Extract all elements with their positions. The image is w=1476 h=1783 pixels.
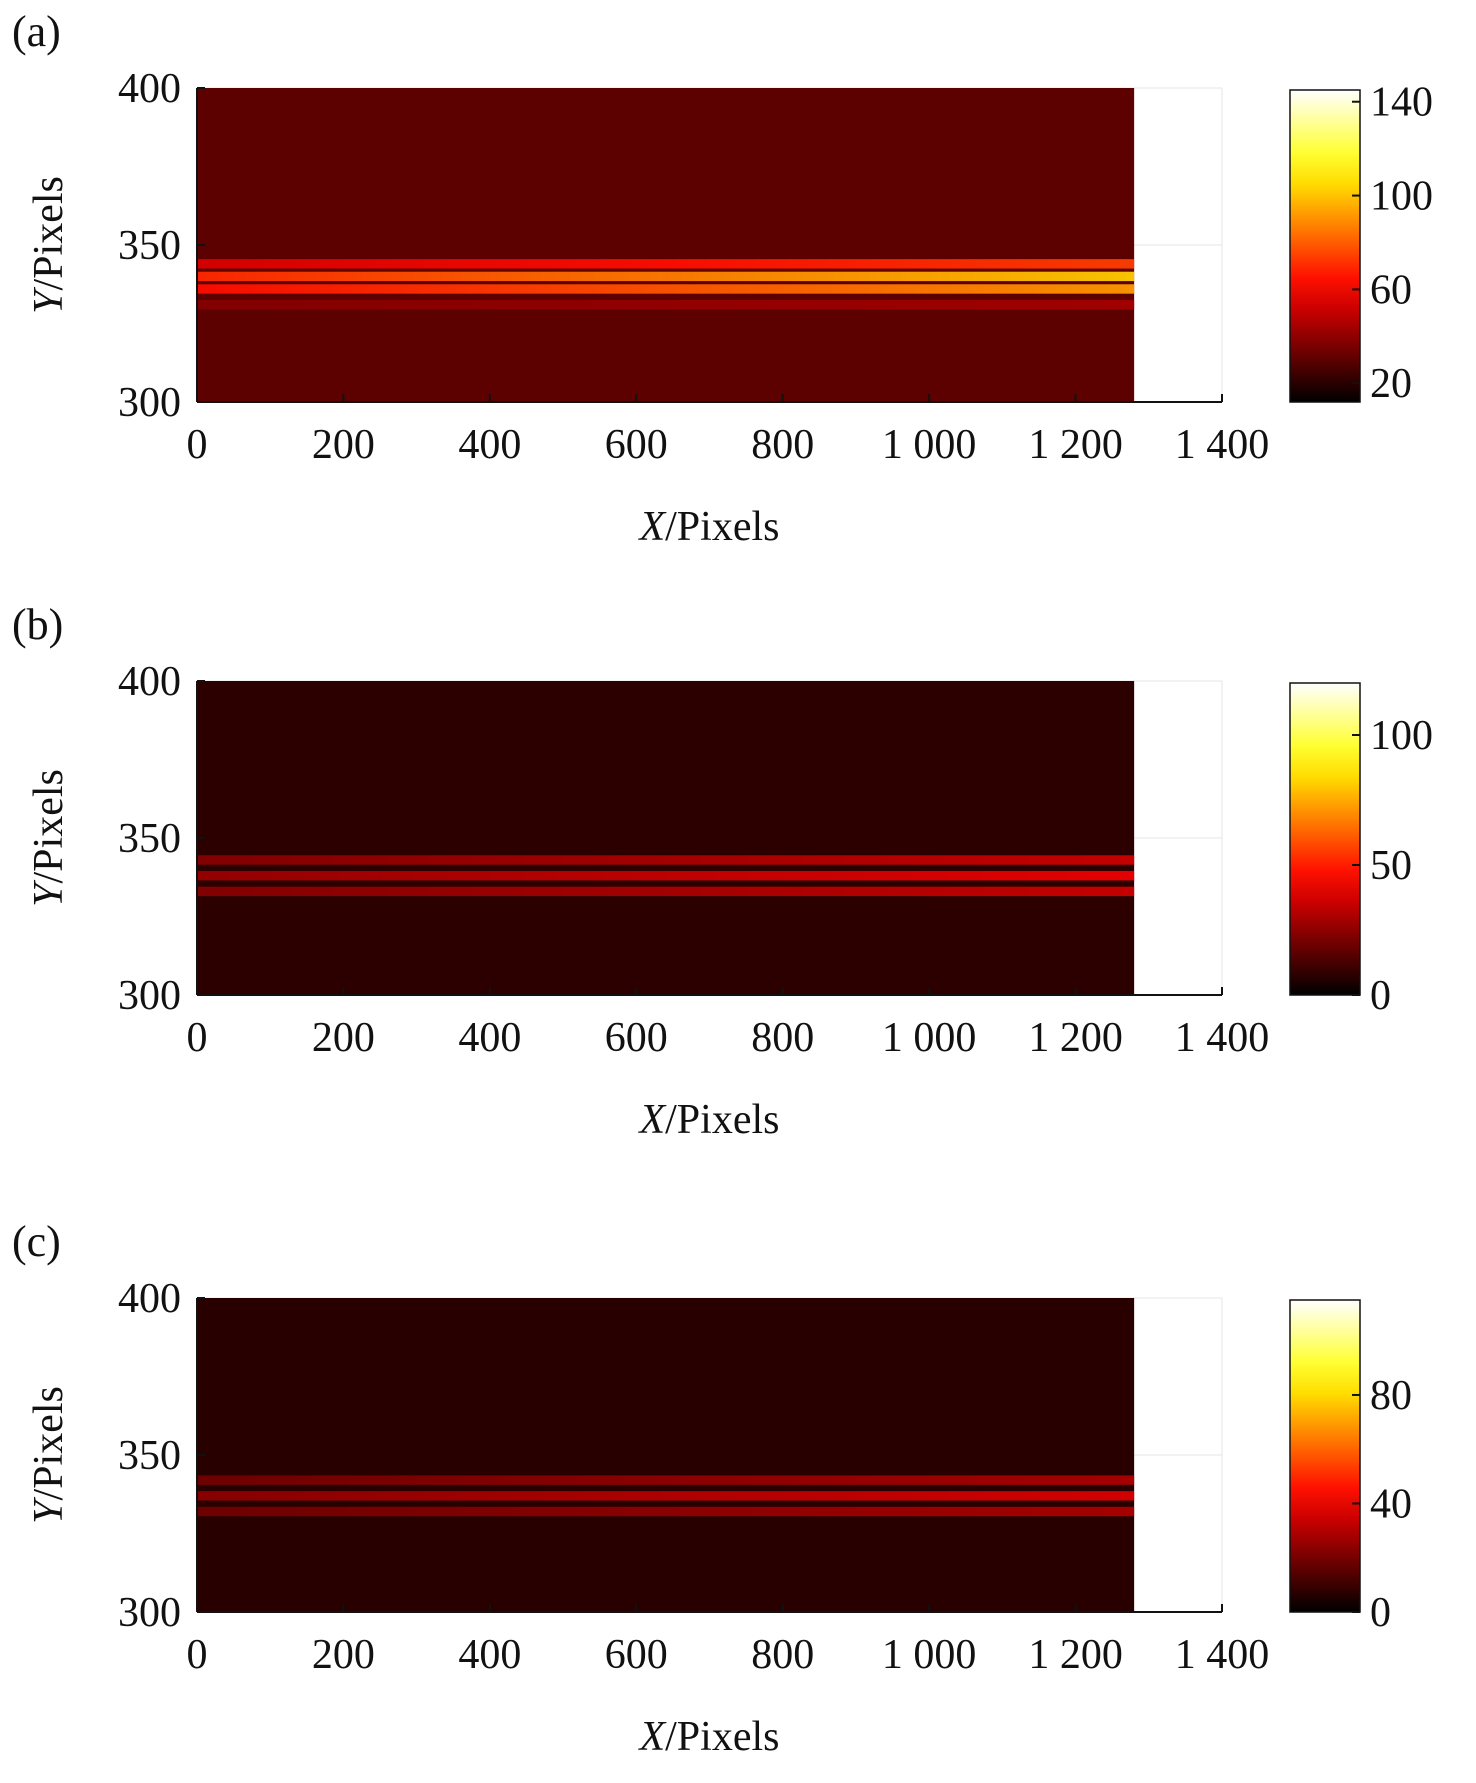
colorbar-tick-label: 0 <box>1370 1590 1391 1636</box>
colorbar-tick-label: 100 <box>1370 713 1433 759</box>
y-tick-label: 400 <box>118 1276 181 1322</box>
panel-label: (c) <box>12 1217 61 1266</box>
heatmap-chart: 0 200 400 600 800 1 000 1 200 1 400300350400X/P… <box>26 1276 1412 1760</box>
x-tick-label: 800 <box>751 1632 814 1678</box>
heatmap-band <box>197 1506 1135 1517</box>
x-tick-label: 1 200 <box>1028 1632 1123 1678</box>
x-tick-label: 800 <box>751 422 814 468</box>
x-tick-label: 600 <box>605 422 668 468</box>
colorbar-tick-label: 60 <box>1370 267 1412 313</box>
y-tick-label: 300 <box>118 1590 181 1636</box>
heatmap-background <box>197 1298 1135 1612</box>
heatmap-chart: 0 200 400 600 800 1 000 1 200 1 400 300 350 400 X/P… <box>26 659 1433 1143</box>
x-tick-label: 1 400 <box>1175 422 1270 468</box>
x-tick-label: 0 <box>187 1632 208 1678</box>
x-tick-label: 600 <box>605 1632 668 1678</box>
x-tick-label: 1 000 <box>882 422 977 468</box>
heatmap-band <box>197 284 1135 294</box>
x-tick-label: 200 <box>312 1632 375 1678</box>
x-tick-label: 1 000 <box>882 1015 977 1061</box>
y-axis-label-unit: /Pixels <box>26 769 72 883</box>
panel-label: (b) <box>12 600 64 649</box>
x-axis-label-var: X <box>637 504 667 550</box>
y-tick-label: 300 <box>118 973 181 1019</box>
panel-b: (b) 0 200 400 600 800 1 000 1 200 1 400 300 350 40… <box>0 593 1476 1153</box>
x-tick-label: 200 <box>312 1015 375 1061</box>
y-tick-label: 350 <box>118 816 181 862</box>
panel-label: (a) <box>12 7 61 56</box>
x-axis-label-unit: /Pixels <box>665 504 779 550</box>
colorbar-tick-label: 80 <box>1370 1373 1412 1419</box>
x-axis-label-unit: /Pixels <box>665 1097 779 1143</box>
heatmap-band <box>197 886 1135 897</box>
y-axis-label-var: Y <box>26 286 72 314</box>
y-axis-label: Y/Pixels <box>26 769 72 907</box>
x-tick-label: 1 200 <box>1028 1015 1123 1061</box>
x-axis-label-var: X <box>637 1097 667 1143</box>
y-axis-label-var: Y <box>26 1496 72 1524</box>
colorbar <box>1289 1299 1361 1613</box>
y-axis-label: Y/Pixels <box>26 176 72 314</box>
colorbar-tick-label: 20 <box>1370 361 1412 407</box>
heatmap-background <box>197 681 1135 995</box>
panel-a: (a) 0 200 400 600 800 1 000 1 200 1 400 300 350 40… <box>0 0 1476 560</box>
heatmap-chart: 0 200 400 600 800 1 000 1 200 1 400 300 350 400 X/P… <box>26 66 1433 550</box>
heatmap-band <box>197 271 1135 282</box>
y-axis-label-unit: /Pixels <box>26 176 72 290</box>
colorbar-tick-label: 140 <box>1370 80 1433 126</box>
y-tick-label: 400 <box>118 659 181 705</box>
x-tick-label: 800 <box>751 1015 814 1061</box>
x-tick-label: 0 <box>187 1015 208 1061</box>
x-tick-label: 1 200 <box>1028 422 1123 468</box>
y-tick-label: 350 <box>118 1433 181 1479</box>
y-axis-label: Y/Pixels <box>26 1386 72 1524</box>
x-tick-label: 1 400 <box>1175 1632 1270 1678</box>
heatmap-band <box>197 1475 1135 1485</box>
y-axis-label-var: Y <box>26 879 72 907</box>
panel-c: (c) 0 200 400 600 800 1 000 1 200 1 400 300 350 40… <box>0 1210 1476 1770</box>
y-tick-label: 400 <box>118 66 181 112</box>
y-axis-label-unit: /Pixels <box>26 1386 72 1500</box>
colorbar-tick-label: 50 <box>1370 843 1412 889</box>
heatmap-band <box>197 1491 1135 1501</box>
x-tick-label: 1 400 <box>1175 1015 1270 1061</box>
y-tick-label: 350 <box>118 223 181 269</box>
colorbar <box>1289 89 1361 403</box>
heatmap-band <box>197 855 1135 865</box>
x-axis-label: X/Pixels <box>637 1097 779 1143</box>
heatmap-background <box>197 88 1135 402</box>
x-tick-label: 400 <box>458 1632 521 1678</box>
heatmap-band <box>197 870 1135 881</box>
x-axis-label: X/Pixels <box>637 504 779 550</box>
x-tick-label: 600 <box>605 1015 668 1061</box>
x-tick-label: 200 <box>312 422 375 468</box>
colorbar-tick-label: 40 <box>1370 1481 1412 1527</box>
colorbar-tick-label: 0 <box>1370 973 1391 1019</box>
colorbar <box>1289 682 1361 996</box>
x-axis-label-var: X <box>637 1714 667 1760</box>
heatmap-band <box>197 259 1135 269</box>
x-tick-label: 1 000 <box>882 1632 977 1678</box>
heatmap-band <box>197 299 1135 310</box>
x-tick-label: 0 <box>187 422 208 468</box>
y-tick-label: 300 <box>118 380 181 426</box>
colorbar-tick-label: 100 <box>1370 174 1433 220</box>
x-tick-label: 400 <box>458 422 521 468</box>
x-axis-label: X/Pixels <box>637 1714 779 1760</box>
x-tick-label: 400 <box>458 1015 521 1061</box>
x-axis-label-unit: /Pixels <box>665 1714 779 1760</box>
